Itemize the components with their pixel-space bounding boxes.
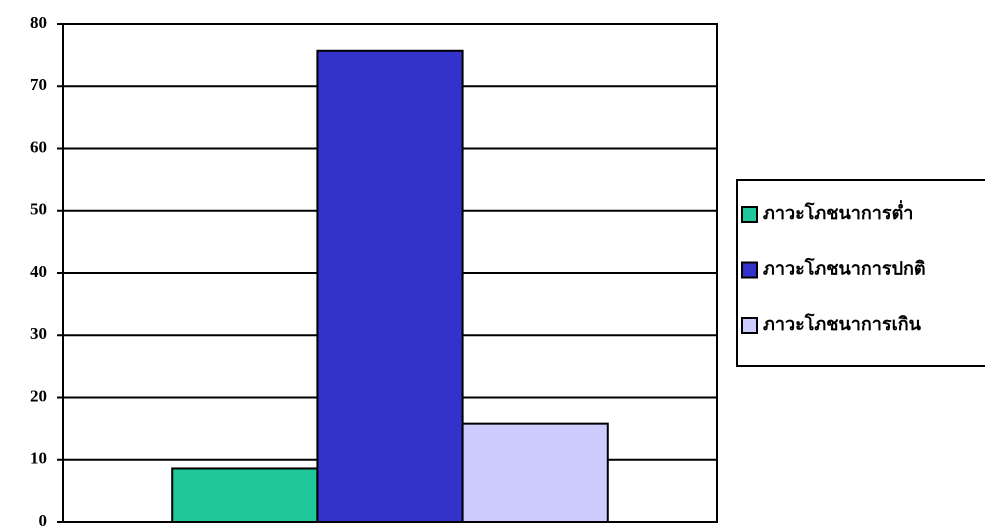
bar	[316, 49, 464, 524]
legend-label: ภาวะโภชนาการเกิน	[763, 313, 922, 334]
legend	[736, 179, 985, 367]
y-tick-label: 10	[30, 449, 47, 468]
y-tick-label: 60	[30, 137, 47, 156]
plot-border	[62, 23, 718, 523]
legend-swatch	[741, 261, 758, 279]
legend-label: ภาวะโภชนาการต่ำ	[763, 200, 913, 223]
legend-swatch	[741, 206, 758, 223]
y-tick-label: 80	[30, 13, 47, 32]
legend-swatch	[741, 317, 758, 334]
y-tick-label: 40	[30, 262, 47, 281]
y-tick-label: 20	[30, 386, 47, 405]
y-tick-label: 50	[30, 200, 47, 219]
legend-label: ภาวะโภชนาการปกติ	[763, 258, 926, 279]
y-tick-label: 70	[30, 75, 47, 94]
y-tick-label: 0	[39, 511, 48, 530]
bar	[171, 467, 319, 523]
y-tick-label: 30	[30, 324, 47, 343]
bar	[461, 422, 609, 523]
